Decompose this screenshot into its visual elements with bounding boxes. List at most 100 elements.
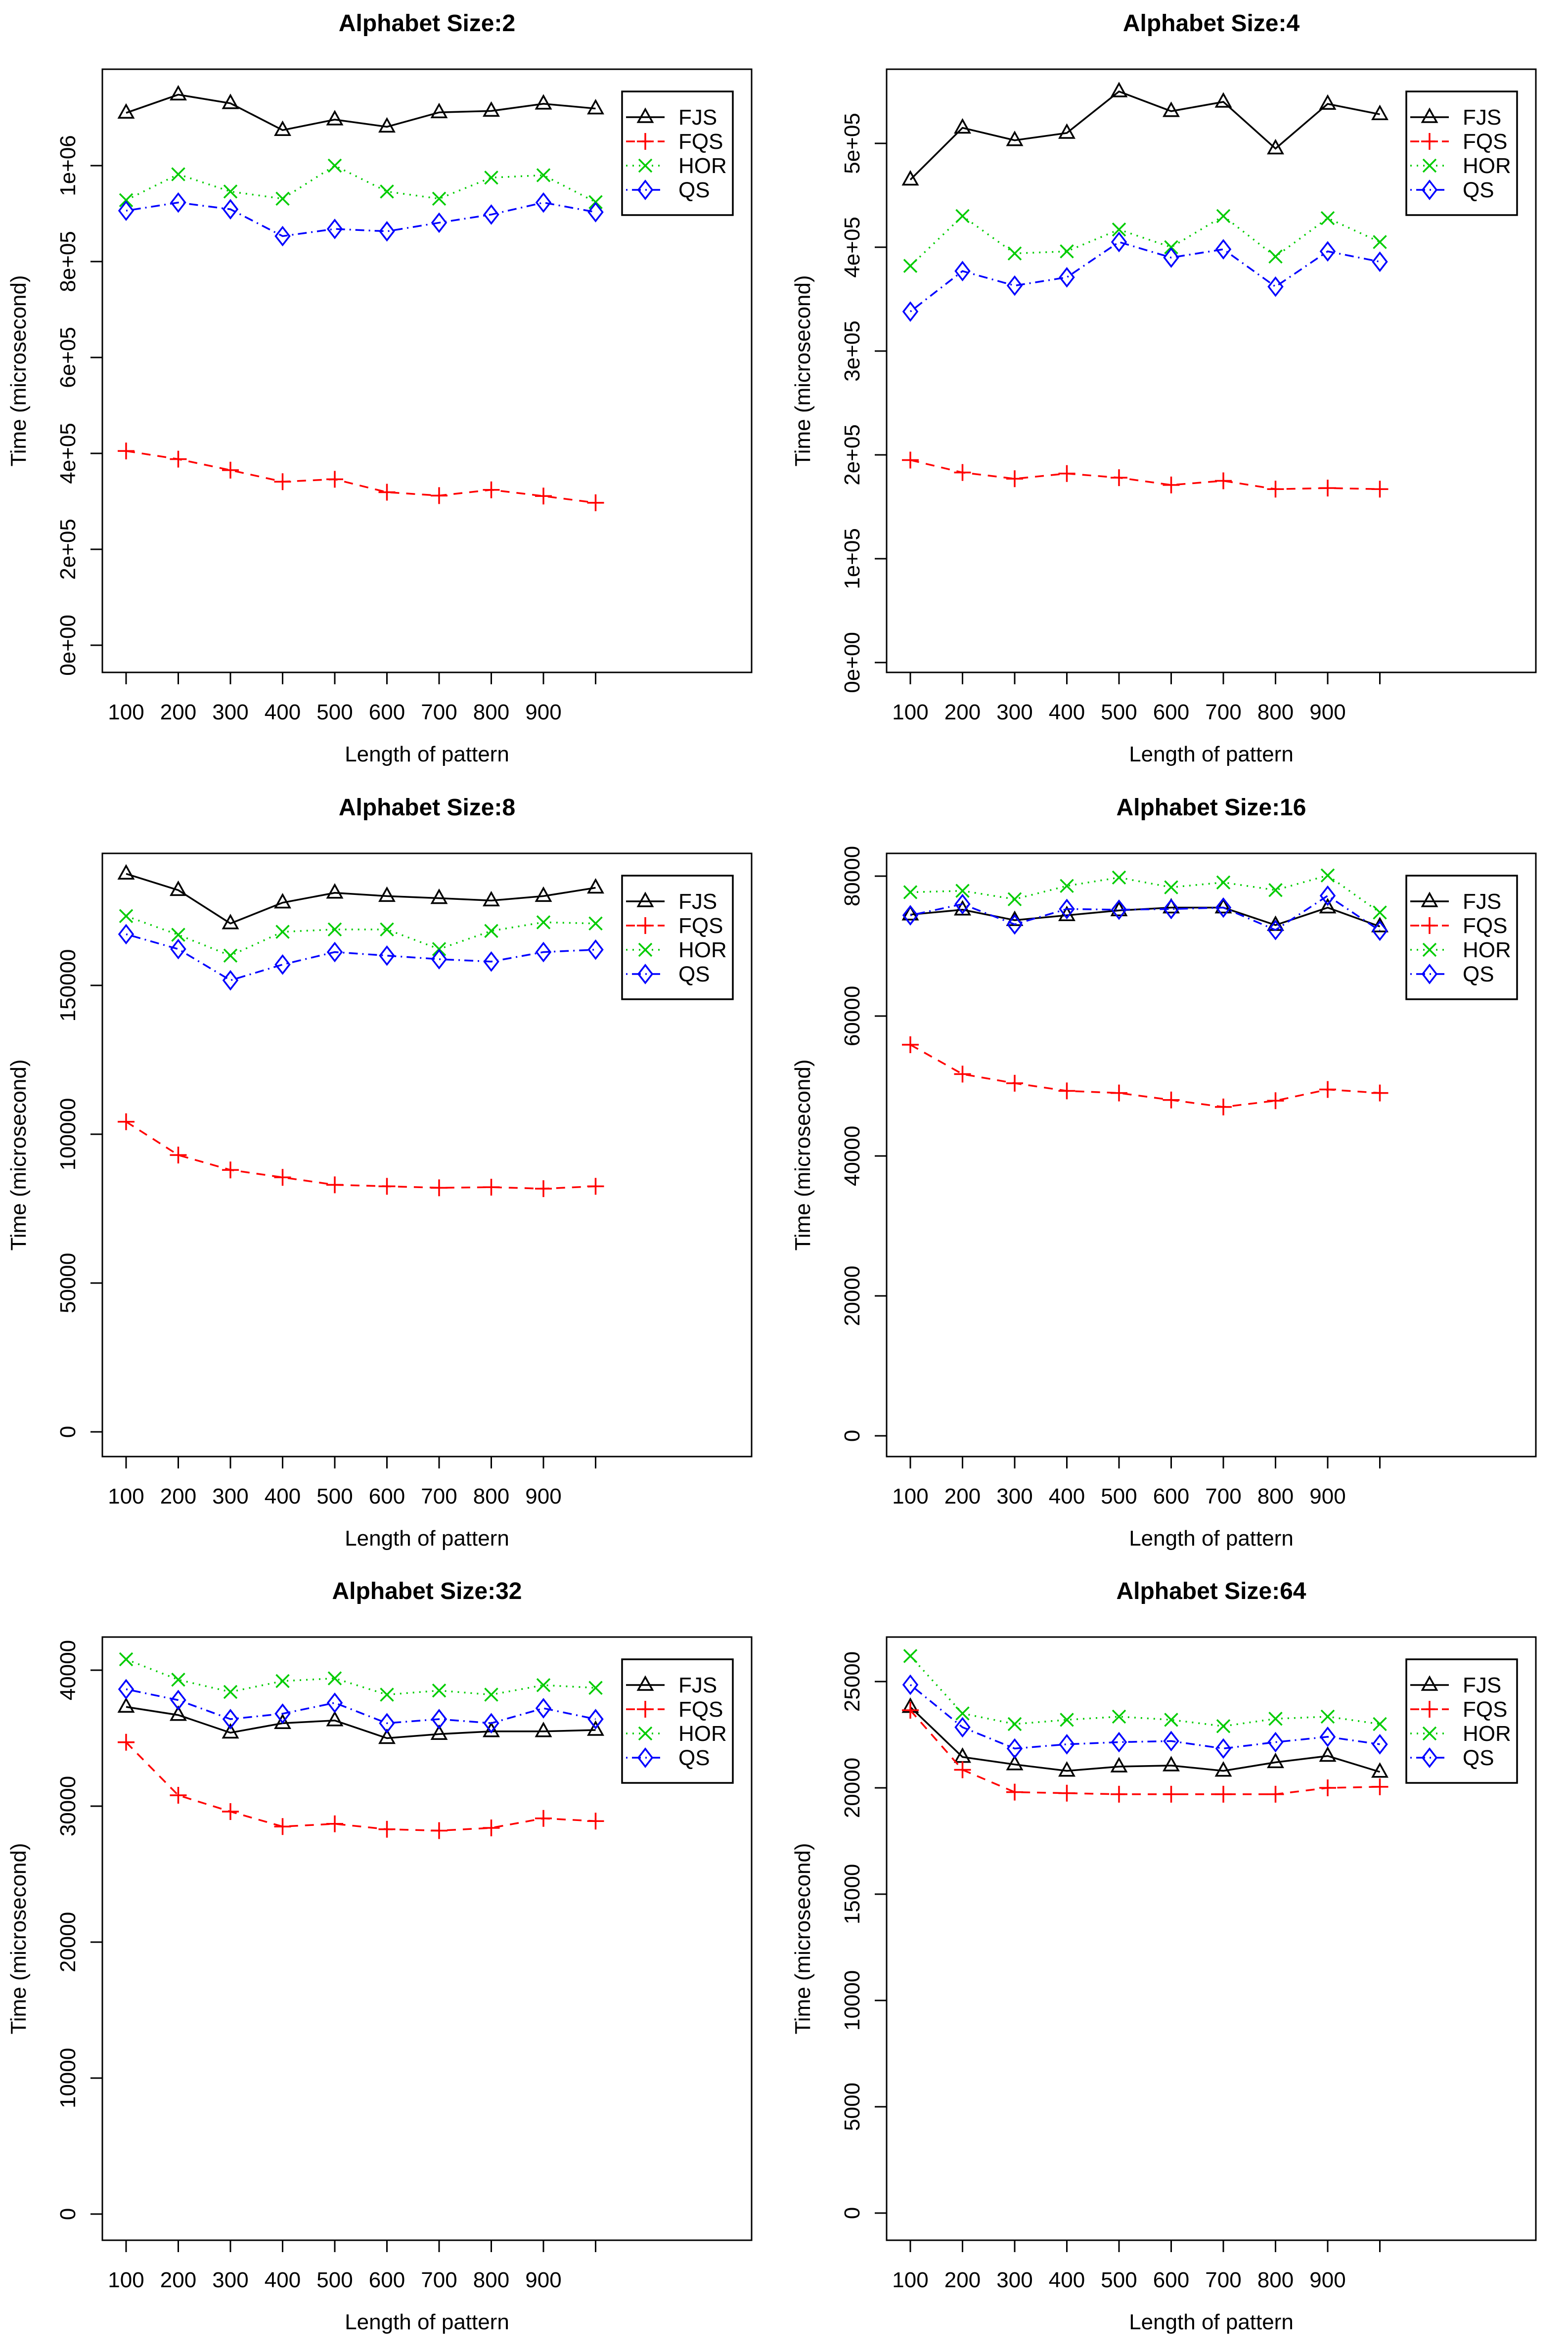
- data-point-qs: [1215, 1738, 1231, 1759]
- data-point-fjs: [1266, 1753, 1284, 1769]
- data-point-qs: [587, 202, 604, 222]
- data-point-hor: [171, 928, 185, 942]
- data-point-fqs: [118, 1113, 134, 1130]
- data-point-hor: [484, 924, 498, 938]
- data-point-fqs: [1319, 1779, 1336, 1797]
- data-point-fqs: [1371, 1778, 1388, 1796]
- data-point-hor: [380, 184, 394, 199]
- y-axis-label: Time (microsecond): [790, 1843, 814, 2035]
- y-tick-label: 0: [840, 1429, 864, 1441]
- data-point-qs: [954, 893, 971, 915]
- chart-svg-alphabet-32: Alphabet Size:32 100 200 300 400 500 600 700 800…: [6, 1578, 753, 2334]
- data-point-qs: [1006, 1738, 1023, 1759]
- x-tick-label: 200: [944, 700, 980, 724]
- data-point-fjs: [326, 110, 344, 126]
- legend-marker-hor: [638, 1727, 653, 1741]
- legend-marker-fjs: [636, 891, 654, 907]
- data-point-qs: [274, 954, 291, 975]
- legend-label: HOR: [678, 1722, 727, 1746]
- x-tick-label: 200: [944, 1484, 980, 1509]
- legend-label: FJS: [1463, 889, 1501, 914]
- series-line-fqs: [910, 459, 1380, 490]
- legend-label: QS: [678, 962, 710, 986]
- data-point-fjs: [1162, 101, 1180, 117]
- data-point-fjs: [1058, 123, 1075, 139]
- legend-marker-qs: [637, 1747, 654, 1769]
- data-point-qs: [118, 1679, 134, 1700]
- data-point-qs: [587, 939, 604, 960]
- data-point-fjs: [1319, 94, 1336, 110]
- series-line-qs: [126, 1688, 596, 1725]
- data-point-fjs: [430, 1724, 448, 1740]
- data-point-hor: [275, 925, 290, 939]
- data-point-fjs: [483, 101, 500, 117]
- data-point-fjs: [587, 1720, 604, 1736]
- data-point-qs: [1058, 898, 1075, 920]
- data-point-fjs: [430, 102, 448, 119]
- x-tick-label: 300: [996, 1484, 1032, 1509]
- chart-svg-alphabet-8: Alphabet Size:8 100 200 300 400 500 600 700 800 9…: [6, 795, 753, 1551]
- y-tick-label: 3e+05: [840, 320, 864, 382]
- data-point-qs: [222, 1709, 239, 1730]
- x-tick-label: 200: [160, 700, 196, 724]
- data-point-fqs: [535, 1810, 552, 1827]
- plot-box: [101, 68, 753, 673]
- y-tick-label: 0: [840, 2207, 864, 2219]
- x-tick-label: 500: [1101, 1484, 1137, 1509]
- legend-marker-hor: [638, 158, 653, 173]
- data-point-hor: [1007, 1717, 1022, 1731]
- data-point-qs: [902, 301, 918, 322]
- data-point-fjs: [117, 103, 135, 119]
- x-tick-label: 900: [1309, 1484, 1345, 1509]
- data-point-qs: [1267, 919, 1284, 940]
- data-point-fjs: [1006, 1755, 1023, 1771]
- data-point-qs: [483, 951, 499, 972]
- x-tick-label: 100: [892, 700, 928, 724]
- data-point-hor: [955, 1706, 970, 1721]
- legend-marker-qs: [1421, 179, 1437, 200]
- data-point-qs: [587, 1709, 604, 1730]
- data-point-fjs: [1319, 1746, 1336, 1762]
- legend-marker-hor: [1422, 158, 1436, 173]
- data-point-fqs: [1371, 481, 1388, 498]
- data-point-qs: [1267, 276, 1284, 297]
- x-tick-label: 900: [525, 1484, 561, 1509]
- x-tick-label: 400: [1048, 1484, 1084, 1509]
- data-point-qs: [1215, 897, 1231, 918]
- y-tick-label: 20000: [840, 1265, 864, 1326]
- series-line-hor: [909, 1655, 1380, 1728]
- data-point-qs: [1111, 231, 1127, 253]
- y-tick-label: 6e+05: [56, 327, 80, 388]
- data-point-fqs: [170, 1787, 187, 1804]
- data-point-fjs: [953, 118, 971, 134]
- y-axis-label: Time (microsecond): [6, 1843, 31, 2035]
- data-point-fqs: [222, 1161, 239, 1178]
- legend-box: [621, 1658, 734, 1784]
- data-point-fjs: [222, 93, 239, 109]
- y-axis-label: Time (microsecond): [6, 1059, 31, 1250]
- data-point-fqs: [1006, 470, 1023, 488]
- data-point-fjs: [1162, 1756, 1180, 1772]
- data-point-qs: [170, 192, 186, 213]
- legend-label: HOR: [1463, 154, 1511, 178]
- y-tick-label: 150000: [56, 949, 80, 1021]
- legend-label: FJS: [1463, 1673, 1501, 1697]
- y-axis-label: Time (microsecond): [790, 1059, 814, 1250]
- data-point-hor: [1216, 875, 1230, 889]
- data-point-fjs: [535, 886, 552, 902]
- data-point-fjs: [1214, 897, 1232, 914]
- y-tick-label: 1e+06: [56, 135, 80, 196]
- data-point-qs: [1371, 1734, 1388, 1755]
- data-point-fjs: [326, 1711, 344, 1727]
- series-line-fqs: [909, 1710, 1380, 1795]
- data-point-fjs: [1266, 138, 1284, 155]
- data-point-hor: [536, 915, 551, 930]
- x-tick-label: 800: [473, 1484, 509, 1509]
- x-tick-label: 300: [212, 1484, 248, 1509]
- data-point-hor: [1112, 870, 1126, 885]
- y-tick-label: 40000: [840, 1125, 864, 1186]
- legend-label: FJS: [678, 889, 717, 914]
- legend-label: HOR: [1463, 938, 1511, 962]
- y-tick-label: 8e+05: [56, 231, 80, 292]
